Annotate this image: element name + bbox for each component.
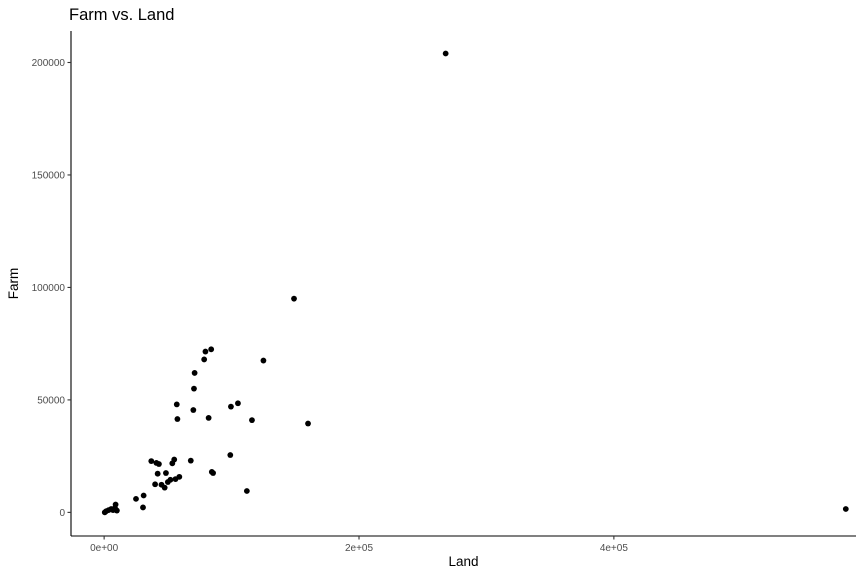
- points-layer: [101, 50, 849, 516]
- x-ticks: 0e+00 2e+05 4e+05: [90, 536, 628, 554]
- data-point: [133, 495, 139, 502]
- data-point: [227, 452, 234, 458]
- chart-title: Farm vs. Land: [69, 6, 174, 24]
- axes-layer: [70, 31, 856, 537]
- data-point: [210, 470, 216, 476]
- data-point: [249, 417, 255, 424]
- data-point: [208, 346, 215, 353]
- data-point: [190, 407, 197, 413]
- y-tick-label: 100000: [32, 283, 66, 294]
- data-point: [152, 481, 159, 488]
- data-point: [291, 295, 297, 302]
- x-tick-label: 0e+00: [90, 543, 119, 554]
- data-point: [260, 357, 267, 364]
- data-point: [140, 492, 147, 499]
- data-point: [243, 488, 250, 494]
- data-point: [235, 400, 241, 407]
- y-axis-title: Farm: [6, 268, 21, 300]
- x-tick-label: 4e+05: [600, 543, 629, 554]
- data-point: [163, 470, 169, 476]
- data-point: [174, 416, 181, 422]
- data-point: [187, 457, 194, 464]
- data-point: [442, 50, 449, 57]
- data-point: [191, 385, 197, 392]
- data-point: [305, 420, 311, 427]
- x-axis-title: Land: [448, 554, 478, 569]
- y-tick-label: 200000: [32, 58, 66, 69]
- data-point: [173, 401, 180, 408]
- y-ticks: 0 50000 100000 150000 200000: [32, 58, 71, 519]
- data-point: [201, 356, 208, 363]
- data-point: [113, 507, 120, 514]
- data-point: [176, 473, 183, 480]
- data-point: [140, 504, 146, 511]
- data-point: [112, 501, 119, 508]
- data-point: [202, 348, 209, 355]
- data-point: [167, 476, 174, 483]
- y-tick-label: 0: [59, 508, 65, 519]
- x-tick-label: 2e+05: [345, 543, 374, 554]
- data-point: [191, 370, 198, 376]
- data-point: [171, 456, 178, 463]
- y-tick-label: 50000: [37, 395, 65, 406]
- data-point: [205, 415, 212, 421]
- data-point: [148, 458, 155, 464]
- data-point: [842, 506, 849, 512]
- data-point: [161, 484, 168, 491]
- data-point: [228, 403, 234, 410]
- data-point: [156, 461, 162, 467]
- data-point: [154, 470, 161, 477]
- y-tick-label: 150000: [32, 170, 66, 181]
